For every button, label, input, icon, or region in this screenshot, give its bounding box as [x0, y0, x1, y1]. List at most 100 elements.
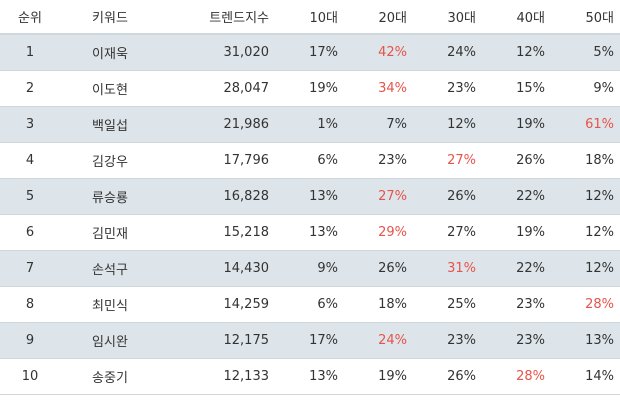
- header-trend-index: 트렌드지수: [209, 11, 269, 26]
- trend-index-cell: 14,259: [223, 296, 270, 312]
- age-30s-cell: 25%: [447, 296, 476, 312]
- age-50s-cell: 9%: [593, 80, 614, 96]
- age-30s-cell: 26%: [447, 188, 476, 204]
- age-30s-cell: 23%: [447, 332, 476, 348]
- age-40s-cell: 23%: [516, 332, 545, 348]
- table-row: 1 이재욱 31,020 17% 42% 24% 12% 5%: [0, 34, 620, 70]
- keyword-cell: 이도현: [92, 82, 128, 98]
- table-row: 2 이도현 28,047 19% 34% 23% 15% 9%: [0, 70, 620, 106]
- trend-index-cell: 12,175: [223, 332, 270, 348]
- age-40s-cell: 22%: [516, 188, 545, 204]
- rank-cell: 8: [25, 296, 35, 312]
- table-row: 5 류승룡 16,828 13% 27% 26% 22% 12%: [0, 178, 620, 214]
- keyword-cell: 최민식: [92, 298, 128, 314]
- table-row: 8 최민식 14,259 6% 18% 25% 23% 28%: [0, 286, 620, 322]
- age-20s-cell: 23%: [378, 152, 407, 168]
- keyword-cell: 김민재: [92, 226, 128, 242]
- rank-cell: 9: [25, 332, 35, 348]
- age-20s-cell: 19%: [378, 368, 407, 384]
- keyword-cell: 임시완: [92, 334, 128, 350]
- age-50s-cell: 12%: [585, 224, 614, 240]
- age-30s-cell: 26%: [447, 368, 476, 384]
- table-row: 7 손석구 14,430 9% 26% 31% 22% 12%: [0, 250, 620, 286]
- table-row: 6 김민재 15,218 13% 29% 27% 19% 12%: [0, 214, 620, 250]
- age-40s-cell: 19%: [516, 224, 545, 240]
- trend-index-cell: 21,986: [223, 116, 270, 132]
- age-20s-cell: 18%: [378, 296, 407, 312]
- age-20s-cell: 29%: [378, 224, 407, 240]
- header-age-40s: 40대: [516, 11, 545, 26]
- age-30s-cell: 27%: [447, 152, 476, 168]
- trend-index-cell: 15,218: [223, 224, 270, 240]
- age-30s-cell: 27%: [447, 224, 476, 240]
- age-10s-cell: 19%: [309, 80, 338, 96]
- table-row: 9 임시완 12,175 17% 24% 23% 23% 13%: [0, 322, 620, 358]
- age-10s-cell: 13%: [309, 224, 338, 240]
- age-50s-cell: 14%: [585, 368, 614, 384]
- age-10s-cell: 9%: [317, 260, 338, 276]
- age-50s-cell: 12%: [585, 188, 614, 204]
- trend-index-cell: 28,047: [223, 80, 270, 96]
- age-10s-cell: 6%: [317, 296, 338, 312]
- age-40s-cell: 19%: [516, 116, 545, 132]
- age-10s-cell: 1%: [317, 116, 338, 132]
- trend-index-cell: 14,430: [223, 260, 270, 276]
- age-50s-cell: 5%: [593, 44, 614, 60]
- age-20s-cell: 26%: [378, 260, 407, 276]
- age-30s-cell: 24%: [447, 44, 476, 60]
- age-50s-cell: 12%: [585, 260, 614, 276]
- header-age-50s: 50대: [585, 11, 614, 26]
- age-30s-cell: 31%: [447, 260, 476, 276]
- table-row: 3 백일섭 21,986 1% 7% 12% 19% 61%: [0, 106, 620, 142]
- table-row: 4 김강우 17,796 6% 23% 27% 26% 18%: [0, 142, 620, 178]
- keyword-cell: 김강우: [92, 154, 128, 170]
- header-keyword: 키워드: [92, 11, 128, 26]
- age-30s-cell: 23%: [447, 80, 476, 96]
- age-20s-cell: 42%: [378, 44, 407, 60]
- table-row: 10 송중기 12,133 13% 19% 26% 28% 14%: [0, 358, 620, 394]
- age-40s-cell: 28%: [516, 368, 545, 384]
- header-age-30s: 30대: [447, 11, 476, 26]
- trend-index-cell: 31,020: [223, 44, 270, 60]
- age-50s-cell: 61%: [585, 116, 614, 132]
- keyword-cell: 송중기: [92, 370, 128, 386]
- keyword-cell: 류승룡: [92, 190, 128, 206]
- header-age-10s: 10대: [309, 11, 338, 26]
- age-30s-cell: 12%: [447, 116, 476, 132]
- rank-cell: 2: [25, 80, 35, 96]
- header-rank: 순위: [18, 11, 42, 26]
- age-20s-cell: 34%: [378, 80, 407, 96]
- header-row: 순위 키워드 트렌드지수 10대 20대 30대 40대 50대: [0, 0, 620, 34]
- keyword-cell: 손석구: [92, 262, 128, 278]
- age-40s-cell: 12%: [516, 44, 545, 60]
- table-body: 1 이재욱 31,020 17% 42% 24% 12% 5% 2 이도현 28,047 19% 34%…: [0, 34, 620, 394]
- age-40s-cell: 15%: [516, 80, 545, 96]
- rank-cell: 10: [21, 368, 39, 384]
- age-20s-cell: 24%: [378, 332, 407, 348]
- trend-index-cell: 12,133: [223, 368, 270, 384]
- age-20s-cell: 27%: [378, 188, 407, 204]
- age-40s-cell: 23%: [516, 296, 545, 312]
- keyword-cell: 백일섭: [92, 118, 128, 134]
- age-50s-cell: 18%: [585, 152, 614, 168]
- age-10s-cell: 17%: [309, 44, 338, 60]
- age-10s-cell: 17%: [309, 332, 338, 348]
- age-10s-cell: 13%: [309, 188, 338, 204]
- rank-cell: 3: [25, 116, 35, 132]
- rank-cell: 5: [25, 188, 35, 204]
- age-50s-cell: 13%: [585, 332, 614, 348]
- rank-cell: 4: [25, 152, 35, 168]
- age-50s-cell: 28%: [585, 296, 614, 312]
- age-10s-cell: 13%: [309, 368, 338, 384]
- rank-cell: 7: [25, 260, 35, 276]
- age-40s-cell: 22%: [516, 260, 545, 276]
- table-header: 순위 키워드 트렌드지수 10대 20대 30대 40대 50대: [0, 0, 620, 34]
- rank-cell: 6: [25, 224, 35, 240]
- keyword-cell: 이재욱: [92, 46, 128, 62]
- header-age-20s: 20대: [378, 11, 407, 26]
- age-20s-cell: 7%: [386, 116, 407, 132]
- rank-cell: 1: [25, 44, 35, 60]
- age-10s-cell: 6%: [317, 152, 338, 168]
- trend-index-cell: 17,796: [223, 152, 270, 168]
